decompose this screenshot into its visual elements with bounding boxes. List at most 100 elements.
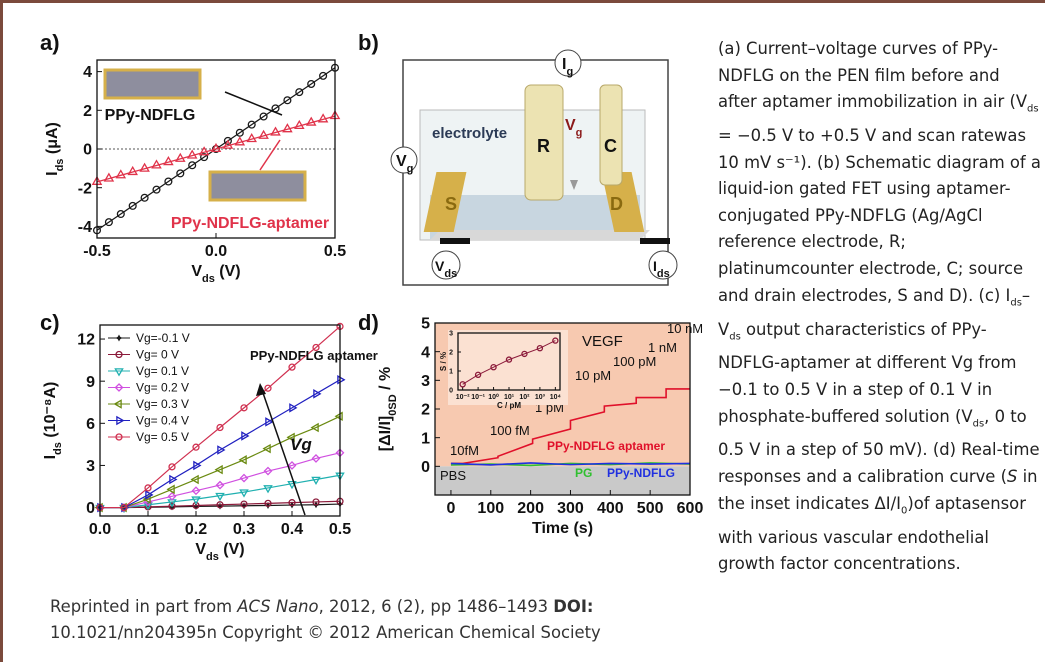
text-run: 0SD <box>387 394 399 415</box>
text-run: C / pM <box>497 401 521 410</box>
text-run: S <box>1006 467 1018 487</box>
x-axis-label: Time (s) <box>532 520 593 537</box>
x-axis-label: Vds (V) <box>195 541 244 563</box>
series-line <box>100 325 341 509</box>
marker <box>294 119 305 130</box>
x-tick-label: 10¹ <box>504 394 515 401</box>
marker <box>459 381 466 388</box>
annotation: VEGF <box>582 333 623 350</box>
marker <box>263 485 273 494</box>
text-run: , 2012, 6 (2), pp 1486–1493 <box>318 597 554 616</box>
text-run: 10.1021/nn204395n Copyright © 2012 Ameri… <box>50 623 601 642</box>
legend-label[interactable]: Vg= 0.3 V <box>136 397 189 411</box>
text-run: = −0.5 V to +0.5 V and scan ratewas 10 m… <box>718 126 1041 305</box>
x-tick-label: 500 <box>637 500 664 517</box>
legend-label[interactable]: Vg= 0 V <box>136 348 179 362</box>
y-tick-label: 4 <box>83 64 92 81</box>
caption: (a) Current–voltage curves of PPy-NDFLG … <box>718 36 1043 578</box>
y-axis-label: [ΔI/I]0SD / % <box>377 367 399 451</box>
legend-label[interactable]: Vg=-0.1 V <box>136 331 190 345</box>
arrow-head <box>256 383 266 396</box>
marker <box>552 337 559 344</box>
y-tick-label: 2 <box>449 349 453 356</box>
marker <box>247 120 256 129</box>
marker <box>265 417 274 427</box>
series-label: PPy-NDFLG-aptamer <box>171 215 329 232</box>
text-run: (10⁻⁸A) <box>42 382 59 442</box>
counter-electrode <box>599 84 623 186</box>
series-label: PG <box>575 466 592 480</box>
x-axis-label: C / pM <box>497 401 521 410</box>
x-tick-label: 0.1 <box>137 521 159 538</box>
marker <box>103 172 115 182</box>
marker <box>118 502 127 513</box>
x-tick-label: 0.0 <box>205 243 227 260</box>
legend-label[interactable]: Vg= 0.1 V <box>136 364 189 378</box>
legend-label[interactable]: Vg= 0.4 V <box>136 414 189 428</box>
text-run: [ΔI/I] <box>377 416 394 452</box>
legend-label[interactable]: Vg= 0.2 V <box>136 381 189 395</box>
marker <box>164 177 173 186</box>
series-line <box>100 474 341 509</box>
marker <box>167 491 177 501</box>
marker <box>188 161 197 170</box>
text-run: V <box>191 263 202 280</box>
series-line <box>100 415 341 509</box>
panel-label: c) <box>40 310 60 335</box>
legend-marker <box>114 368 124 377</box>
x-tick-label: -0.5 <box>83 243 111 260</box>
marker <box>116 209 125 219</box>
marker <box>313 389 322 399</box>
y-tick-label: 2 <box>421 402 430 419</box>
x-tick-label: 10⁴ <box>550 394 562 401</box>
marker <box>270 126 281 136</box>
series-line <box>450 462 691 467</box>
plot-frame <box>96 59 336 239</box>
legend-marker <box>113 399 122 409</box>
marker <box>240 404 248 412</box>
marker <box>283 96 292 105</box>
text-run: output characteristics of PPy-NDFLG-apta… <box>718 319 1017 426</box>
marker <box>288 499 296 507</box>
y-tick-label: 9 <box>86 374 95 391</box>
marker <box>521 350 528 358</box>
marker <box>190 474 199 485</box>
marker <box>215 480 225 490</box>
legend-label[interactable]: Vg= 0.5 V <box>136 430 189 444</box>
marker <box>186 149 198 159</box>
y-tick-label: 2 <box>83 103 92 120</box>
marker <box>97 502 106 513</box>
x-tick-label: 0.2 <box>185 521 207 538</box>
series-label: PPy-NDFLG <box>607 466 675 480</box>
panel-label: d) <box>358 310 379 335</box>
marker <box>210 142 222 153</box>
annotation: Vg <box>290 435 312 454</box>
reference-electrode <box>524 84 564 201</box>
meter <box>431 250 461 280</box>
figure: a) b) c) d) -0.5 0.0 0.5 -4 -2 0 2 4 Vds (V) Ids (μA)… <box>40 30 703 563</box>
marker <box>234 136 246 146</box>
text-run: ACS Nano <box>237 597 319 616</box>
text-run: Reprinted in part from <box>50 597 238 616</box>
text-run: V <box>565 117 576 134</box>
marker <box>264 384 272 392</box>
inset-background <box>448 330 568 405</box>
marker <box>193 460 202 471</box>
label: S <box>445 194 457 214</box>
text-run: / % <box>377 367 394 395</box>
text-run: (μA) <box>44 122 61 158</box>
y-tick-label: 0 <box>421 459 430 476</box>
text-run: 0 <box>900 504 908 516</box>
marker <box>287 461 297 470</box>
marker <box>215 492 225 502</box>
x-axis-label: Vds (V) <box>191 263 240 285</box>
annotation: 10fM <box>450 443 479 458</box>
text-run: in the inset indicates ΔI/I <box>718 467 1038 513</box>
contact <box>640 238 670 244</box>
marker <box>264 501 272 509</box>
marker <box>239 489 249 498</box>
marker <box>115 169 127 179</box>
series-line <box>450 388 690 465</box>
marker <box>241 431 250 441</box>
annotation: 10 pM <box>575 368 611 383</box>
